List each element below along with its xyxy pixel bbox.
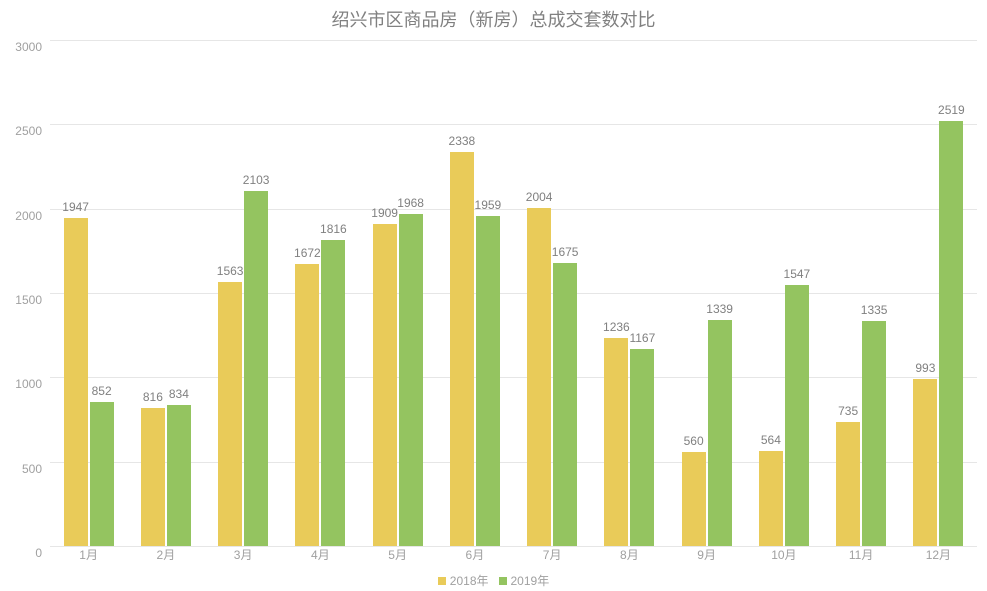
x-tick-label: 6月	[436, 546, 513, 566]
bar: 735	[836, 422, 860, 546]
x-tick-label: 5月	[359, 546, 436, 566]
x-tick-label: 9月	[668, 546, 745, 566]
bar: 2103	[244, 191, 268, 546]
plot-area: 1947852816834156321031672181619091968233…	[50, 40, 977, 546]
x-tick-label: 12月	[900, 546, 977, 566]
bar: 1675	[553, 263, 577, 546]
bar-group: 816834	[127, 40, 204, 546]
bar-value-label: 564	[761, 433, 781, 447]
y-tick-label: 2500	[15, 124, 42, 138]
bar-value-label: 816	[143, 390, 163, 404]
bar: 1167	[630, 349, 654, 546]
x-tick-label: 8月	[591, 546, 668, 566]
legend-swatch	[438, 577, 446, 585]
bar-value-label: 1675	[552, 245, 579, 259]
bar-group: 15632103	[205, 40, 282, 546]
y-tick-label: 1000	[15, 377, 42, 391]
bar: 1909	[373, 224, 397, 546]
legend: 2018年 2019年	[0, 572, 987, 589]
bar: 852	[90, 402, 114, 546]
bar-group: 19091968	[359, 40, 436, 546]
x-tick-label: 11月	[823, 546, 900, 566]
y-tick-label: 3000	[15, 40, 42, 54]
y-tick-label: 1500	[15, 293, 42, 307]
bar-group: 9932519	[900, 40, 977, 546]
x-axis: 1月2月3月4月5月6月7月8月9月10月11月12月	[50, 546, 977, 566]
bar: 834	[167, 405, 191, 546]
bar-group: 23381959	[436, 40, 513, 546]
bar: 1547	[785, 285, 809, 546]
legend-label: 2019年	[511, 572, 550, 589]
legend-item: 2018年	[438, 572, 489, 589]
bar-value-label: 1167	[629, 331, 655, 345]
bar-value-label: 1947	[62, 200, 89, 214]
bar-value-label: 2103	[243, 173, 270, 187]
bar: 816	[141, 408, 165, 546]
bar-value-label: 1547	[784, 267, 811, 281]
bar-value-label: 2519	[938, 103, 965, 117]
bar-value-label: 2004	[526, 190, 553, 204]
bars-area: 1947852816834156321031672181619091968233…	[50, 40, 977, 546]
chart-title: 绍兴市区商品房（新房）总成交套数对比	[0, 6, 987, 32]
x-tick-label: 1月	[50, 546, 127, 566]
bar-value-label: 1959	[475, 198, 502, 212]
bar-value-label: 1563	[217, 264, 244, 278]
x-tick-label: 3月	[205, 546, 282, 566]
bar: 560	[682, 452, 706, 546]
bar: 1968	[399, 214, 423, 546]
bar: 993	[913, 379, 937, 546]
x-tick-label: 10月	[745, 546, 822, 566]
x-tick-label: 7月	[514, 546, 591, 566]
bar: 1959	[476, 216, 500, 546]
bar-value-label: 735	[838, 404, 858, 418]
bar-value-label: 560	[684, 434, 704, 448]
legend-item: 2019年	[499, 572, 550, 589]
bar-group: 5601339	[668, 40, 745, 546]
bar-group: 16721816	[282, 40, 359, 546]
bar: 1339	[708, 320, 732, 546]
bar-group: 20041675	[514, 40, 591, 546]
bar-value-label: 993	[915, 361, 935, 375]
bar-group: 1947852	[50, 40, 127, 546]
bar: 1335	[862, 321, 886, 546]
bar-group: 5641547	[745, 40, 822, 546]
bar-value-label: 1909	[371, 206, 398, 220]
y-tick-label: 0	[35, 546, 42, 560]
y-axis: 050010001500200025003000	[0, 40, 50, 546]
bar-value-label: 2338	[449, 134, 476, 148]
bar: 2338	[450, 152, 474, 546]
bar: 1563	[218, 282, 242, 546]
bar-value-label: 1236	[603, 320, 630, 334]
bar: 1672	[295, 264, 319, 546]
y-tick-label: 2000	[15, 209, 42, 223]
bar: 1947	[64, 218, 88, 546]
bar-value-label: 1672	[294, 246, 321, 260]
bar-group: 12361167	[591, 40, 668, 546]
bar: 1236	[604, 338, 628, 546]
bar-value-label: 1339	[706, 302, 733, 316]
chart-container: 绍兴市区商品房（新房）总成交套数对比 0 500 1000 1500 2000 2500 3…	[0, 0, 987, 591]
x-tick-label: 2月	[127, 546, 204, 566]
x-tick-label: 4月	[282, 546, 359, 566]
legend-label: 2018年	[450, 572, 489, 589]
bar: 2519	[939, 121, 963, 546]
y-tick-label: 500	[22, 462, 42, 476]
bar: 1816	[321, 240, 345, 546]
bar: 564	[759, 451, 783, 546]
bar-group: 7351335	[823, 40, 900, 546]
bar: 2004	[527, 208, 551, 546]
bar-value-label: 1335	[861, 303, 888, 317]
bar-value-label: 852	[92, 384, 112, 398]
bar-value-label: 1816	[320, 222, 347, 236]
legend-swatch	[499, 577, 507, 585]
bar-value-label: 834	[169, 387, 189, 401]
bar-value-label: 1968	[397, 196, 424, 210]
